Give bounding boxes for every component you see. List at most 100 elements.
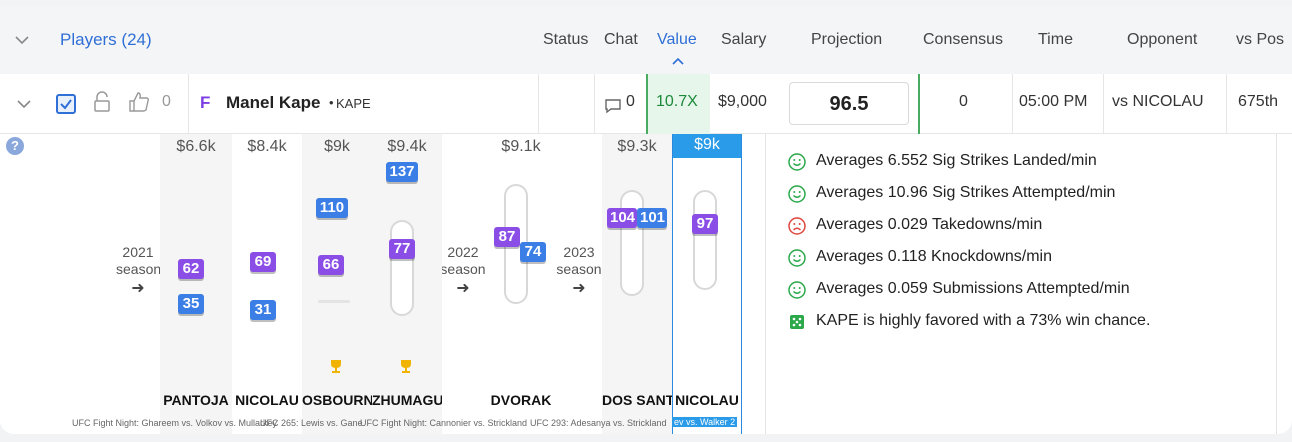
col-vs-pos[interactable]: vs Pos <box>1236 31 1285 48</box>
insight-text: Averages 6.552 Sig Strikes Landed/min <box>816 152 1097 169</box>
dice-icon <box>790 315 804 329</box>
game-opponent: ZHUMAGU <box>372 392 442 408</box>
game-price: $6.6k <box>176 138 216 155</box>
trophy-icon <box>401 360 411 373</box>
game-opponent: OSBOURN <box>302 392 372 408</box>
player-opponent: vs NICOLAU <box>1112 93 1204 110</box>
event-name: UFC Fight Night: Ghareem vs. Volkov vs. … <box>72 418 278 428</box>
chevron-down-icon[interactable] <box>16 96 32 112</box>
projected-score-badge: 35 <box>178 294 204 314</box>
smile-icon <box>788 153 806 171</box>
game-opponent: NICOLAU <box>675 392 739 408</box>
projection-input[interactable]: 96.5 <box>789 82 909 125</box>
event-name: UFC 265: Lewis vs. Gane <box>260 418 363 428</box>
actual-score-badge: 77 <box>389 239 415 259</box>
game-opponent: PANTOJA <box>163 392 229 408</box>
col-projection[interactable]: Projection <box>811 31 883 48</box>
smile-icon <box>788 185 806 203</box>
insight-text: Averages 0.118 Knockdowns/min <box>816 248 1052 265</box>
projection-value: 96.5 <box>829 93 869 115</box>
col-salary[interactable]: Salary <box>721 31 767 48</box>
game-price: $9.4k <box>387 138 427 155</box>
like-count: 0 <box>162 93 171 110</box>
player-vs-pos: 675th <box>1238 93 1279 110</box>
game-column[interactable]: $9.1k 87 74 DVORAK <box>486 134 556 434</box>
players-title[interactable]: Players (24) <box>60 30 152 49</box>
players-header: Players (24) Status Chat Value Salary Pr… <box>0 6 1292 74</box>
insight-text: KAPE is highly favored with a 73% win ch… <box>816 312 1151 329</box>
game-price: $9.1k <box>501 138 541 155</box>
player-row[interactable]: 0 F Manel Kape • KAPE 0 10.7X $9,000 96.… <box>0 74 1292 134</box>
player-name[interactable]: Manel Kape <box>226 93 321 112</box>
season-label: season <box>556 261 602 277</box>
range-bar <box>620 190 644 296</box>
name-separator: • <box>329 95 334 110</box>
insight-text: Averages 0.029 Takedowns/min <box>816 216 1043 233</box>
game-column[interactable]: $9.4k 137 77 ZHUMAGU <box>372 134 442 434</box>
range-bar <box>693 190 717 290</box>
player-salary: $9,000 <box>718 93 767 110</box>
game-column[interactable]: $6.6k 62 35 PANTOJA <box>160 134 232 434</box>
select-checkbox[interactable] <box>56 94 76 114</box>
sort-up-icon <box>672 57 684 65</box>
col-status[interactable]: Status <box>543 31 589 48</box>
lock-icon[interactable] <box>93 91 111 113</box>
event-name: UFC 293: Adesanya vs. Strickland <box>530 418 667 428</box>
insights-panel: Averages 6.552 Sig Strikes Landed/min Av… <box>765 134 1277 434</box>
range-bar <box>318 300 350 303</box>
season-year: 2022 <box>447 244 479 260</box>
smile-icon <box>788 249 806 267</box>
season-label: season <box>440 261 486 277</box>
arrow-right-icon: ➜ <box>131 280 145 297</box>
insight-text: Averages 10.96 Sig Strikes Attempted/min <box>816 184 1116 201</box>
game-column[interactable]: $9.3k 104 101 DOS SANT <box>602 134 672 434</box>
col-value[interactable]: Value <box>657 31 697 48</box>
season-label: season <box>116 261 162 277</box>
col-chat[interactable]: Chat <box>604 31 638 48</box>
game-price: $9k <box>673 134 741 158</box>
event-names-bar: UFC Fight Night: Ghareem vs. Volkov vs. … <box>60 414 742 434</box>
chevron-down-icon[interactable] <box>14 32 30 48</box>
chat-icon[interactable] <box>604 98 622 114</box>
actual-score-badge: 97 <box>692 214 718 234</box>
season-marker-2021: 2021 season ➜ <box>116 244 162 297</box>
players-panel: Players (24) Status Chat Value Salary Pr… <box>0 6 1292 434</box>
season-year: 2021 <box>122 244 154 260</box>
trophy-icon <box>331 360 341 373</box>
col-consensus[interactable]: Consensus <box>923 31 1004 48</box>
game-column[interactable]: $9k 110 66 OSBOURN <box>302 134 372 434</box>
col-opponent[interactable]: Opponent <box>1127 31 1198 48</box>
range-bar <box>390 220 414 316</box>
game-column[interactable]: $8.4k 69 31 NICOLAU <box>232 134 302 434</box>
event-name: ev vs. Walker 2 <box>672 417 738 427</box>
game-opponent: DVORAK <box>490 392 552 408</box>
game-price: $9.3k <box>617 138 657 155</box>
chat-count: 0 <box>626 93 635 110</box>
player-value: 10.7X <box>656 93 698 110</box>
projected-score-badge: 31 <box>250 300 276 320</box>
insight-text: Averages 0.059 Submissions Attempted/min <box>816 280 1130 297</box>
arrow-right-icon: ➜ <box>456 280 470 297</box>
arrow-right-icon: ➜ <box>572 280 586 297</box>
col-time[interactable]: Time <box>1038 31 1073 48</box>
player-position: F <box>200 93 211 112</box>
projected-score-badge: 110 <box>316 198 348 218</box>
game-column-upcoming[interactable]: $9k 97 NICOLAU <box>672 134 742 434</box>
frown-icon <box>788 217 806 235</box>
player-abbr: KAPE <box>336 96 371 111</box>
game-opponent: DOS SANT <box>602 392 672 408</box>
actual-score-badge: 87 <box>494 227 520 247</box>
thumbs-up-icon[interactable] <box>128 91 150 113</box>
help-icon[interactable]: ? <box>6 137 24 155</box>
season-marker-2023: 2023 season ➜ <box>556 244 602 297</box>
actual-score-badge: 104 <box>607 208 637 228</box>
projected-score-badge: 101 <box>637 208 667 228</box>
actual-score-badge: 69 <box>250 252 276 272</box>
player-consensus: 0 <box>959 93 968 110</box>
game-opponent: NICOLAU <box>235 392 299 408</box>
projected-score-badge: 74 <box>520 242 546 262</box>
game-price: $8.4k <box>247 138 287 155</box>
game-price: $9k <box>324 138 350 155</box>
value-cell: 10.7X <box>646 74 710 134</box>
